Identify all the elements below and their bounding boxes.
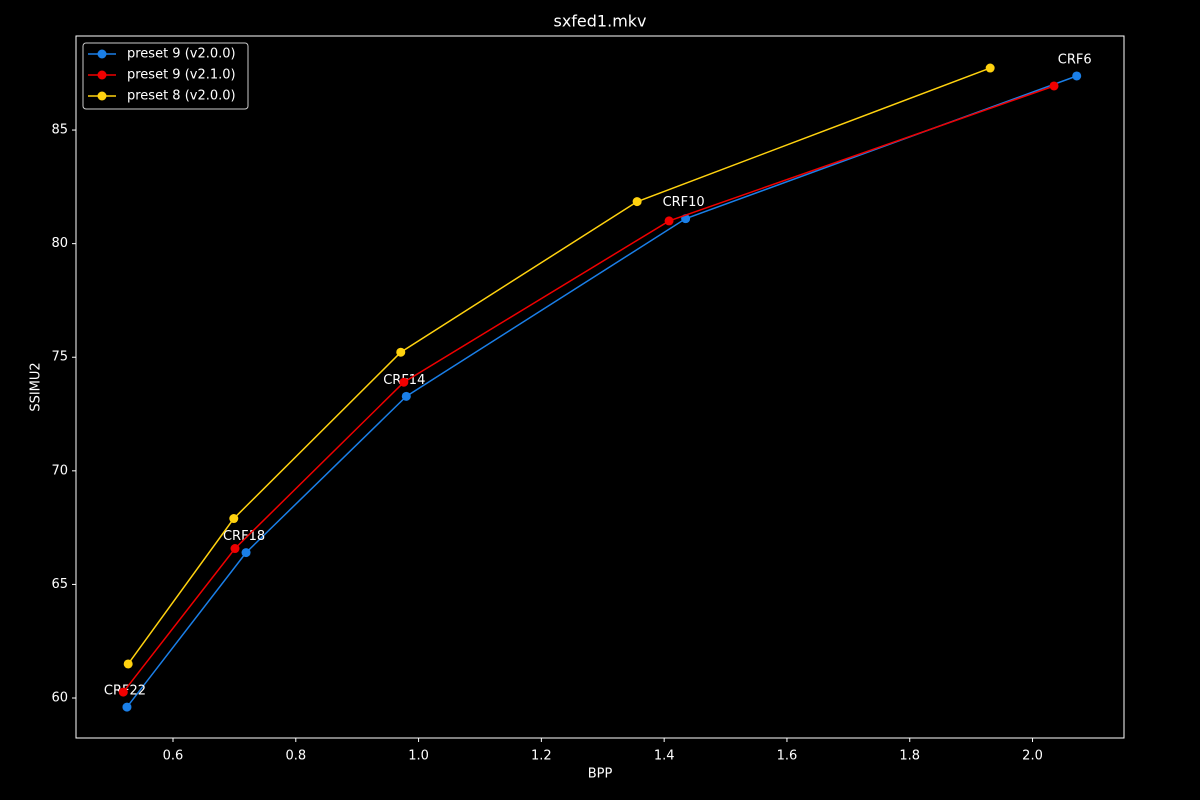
- legend-marker: [97, 70, 107, 80]
- x-tick-label: 0.8: [285, 749, 306, 764]
- data-point: [1072, 71, 1082, 81]
- plot-frame: [75, 35, 1125, 739]
- legend-label: preset 9 (v2.0.0): [127, 47, 236, 62]
- y-tick-label: 70: [51, 463, 68, 478]
- x-tick-label: 1.8: [899, 749, 920, 764]
- x-tick-label: 1.2: [531, 749, 552, 764]
- y-tick-label: 75: [51, 350, 68, 365]
- data-point: [241, 548, 251, 558]
- point-label: CRF18: [223, 529, 265, 544]
- data-point: [399, 377, 409, 387]
- y-tick-label: 65: [51, 577, 68, 592]
- data-point: [401, 391, 411, 401]
- chart-title: sxfed1.mkv: [553, 12, 646, 31]
- data-point: [230, 544, 240, 554]
- point-label: CRF10: [663, 195, 705, 210]
- y-tick-label: 80: [51, 236, 68, 251]
- y-tick-label: 60: [51, 691, 68, 706]
- y-axis-label: SSIMU2: [29, 362, 44, 411]
- x-axis-label: BPP: [588, 767, 613, 782]
- y-tick-label: 85: [51, 123, 68, 138]
- data-point: [632, 197, 642, 207]
- legend-marker: [97, 91, 107, 101]
- data-point: [985, 63, 995, 73]
- data-point: [123, 659, 133, 669]
- x-tick-label: 0.6: [163, 749, 184, 764]
- legend-label: preset 9 (v2.1.0): [127, 68, 236, 83]
- data-point: [229, 514, 239, 524]
- x-tick-label: 1.0: [408, 749, 429, 764]
- data-point: [664, 216, 674, 226]
- legend-marker: [97, 49, 107, 59]
- data-point: [1049, 81, 1059, 91]
- point-label: CRF6: [1058, 52, 1092, 67]
- x-tick-label: 2.0: [1022, 749, 1043, 764]
- x-tick-label: 1.6: [777, 749, 798, 764]
- data-point: [118, 687, 128, 697]
- legend-box: [82, 42, 249, 110]
- data-point: [396, 347, 406, 357]
- legend-label: preset 8 (v2.0.0): [127, 89, 236, 104]
- data-point: [122, 702, 132, 712]
- x-tick-label: 1.4: [654, 749, 675, 764]
